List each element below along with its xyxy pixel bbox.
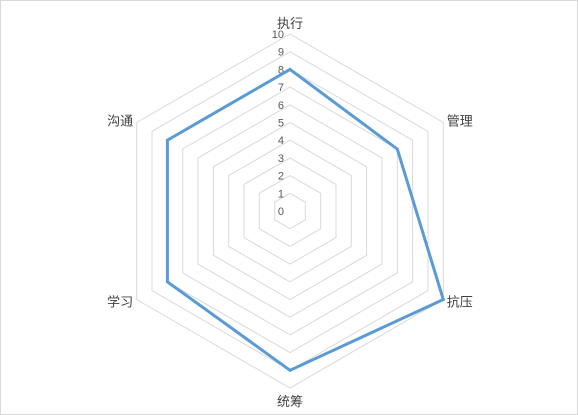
gridline-ring — [197, 104, 383, 318]
gridline-ring — [258, 175, 322, 247]
tick-label: 8 — [278, 64, 284, 76]
tick-label: 0 — [278, 206, 284, 218]
axis-label: 学习 — [107, 295, 133, 311]
gridline-ring — [274, 192, 306, 230]
tick-label: 6 — [278, 100, 284, 112]
data-point — [441, 298, 445, 301]
series-layer — [165, 67, 446, 373]
tick-label: 1 — [278, 188, 284, 200]
tick-label: 9 — [278, 47, 284, 59]
axis-label: 执行 — [277, 17, 303, 32]
axis-label: 统筹 — [277, 394, 303, 410]
data-point — [288, 368, 292, 372]
gridline-ring — [151, 51, 429, 371]
tick-label: 2 — [278, 171, 284, 183]
gridline-ring — [136, 33, 444, 389]
tick-label: 5 — [278, 118, 284, 130]
data-point — [288, 67, 292, 71]
gridline-ring — [228, 139, 352, 283]
data-point — [165, 138, 169, 142]
gridline-ring — [212, 121, 368, 301]
tick-label: 4 — [278, 135, 284, 147]
grid — [136, 33, 444, 389]
axis-label: 管理 — [447, 115, 473, 130]
data-point — [165, 280, 169, 284]
tick-label: 10 — [272, 29, 284, 41]
axis-label: 沟通 — [107, 115, 133, 130]
axis-label: 抗压 — [447, 296, 473, 311]
gridline-ring — [243, 157, 337, 265]
tick-label: 3 — [278, 153, 284, 165]
radial-tick-labels: 0 1 2 3 4 5 6 7 8 9 10 — [272, 29, 284, 218]
tick-label: 7 — [278, 82, 284, 94]
data-point — [395, 147, 399, 151]
